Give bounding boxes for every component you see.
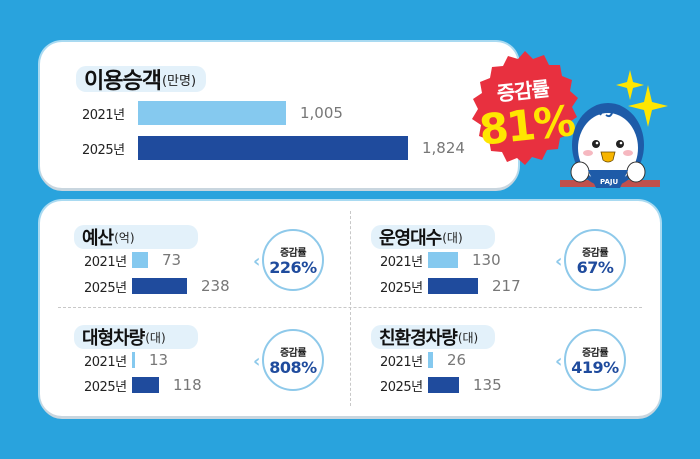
value-label: 26 bbox=[447, 351, 467, 369]
card-title: 친환경차량 (대) bbox=[371, 325, 495, 349]
mascot-illustration: PAJU bbox=[560, 70, 668, 188]
passengers-title: 이용승객 (만명) bbox=[76, 66, 206, 94]
year-label: 2021년 bbox=[380, 354, 423, 370]
rate-badge: 증감률 419% bbox=[564, 329, 626, 391]
row-2025: 2025년 135 bbox=[380, 376, 502, 395]
passengers-row-2025: 2025년 1,824 bbox=[82, 136, 465, 160]
metrics-panel: 예산 (억) 2021년 73 2025년 238 ‹ 증감률 226% 운영대… bbox=[40, 201, 660, 416]
rate-value: 226% bbox=[269, 257, 317, 277]
year-label: 2025년 bbox=[84, 280, 127, 296]
rate-badge: 증감률 226% bbox=[262, 229, 324, 291]
vertical-divider bbox=[350, 211, 351, 406]
bar-2025 bbox=[132, 377, 159, 393]
row-2025: 2025년 238 bbox=[84, 277, 230, 296]
rate-label: 증감률 bbox=[581, 247, 609, 259]
card-unit: (대) bbox=[145, 330, 166, 345]
year-label: 2025년 bbox=[380, 379, 423, 395]
rate-value: 67% bbox=[576, 257, 614, 277]
chevron-left-icon: ‹ bbox=[555, 351, 563, 372]
card-title-text: 대형차량 bbox=[82, 328, 145, 349]
bar-2021 bbox=[428, 352, 433, 368]
rate-badge: 증감률 808% bbox=[262, 329, 324, 391]
card-title-text: 친환경차량 bbox=[379, 328, 458, 349]
card-title: 예산 (억) bbox=[74, 225, 198, 249]
value-label: 130 bbox=[472, 251, 501, 269]
rate-value: 808% bbox=[269, 357, 317, 377]
bar-2021 bbox=[138, 101, 286, 125]
year-label: 2021년 bbox=[82, 107, 125, 123]
year-label: 2025년 bbox=[82, 142, 125, 158]
rate-label: 증감률 bbox=[279, 247, 307, 259]
row-2021: 2021년 13 bbox=[84, 351, 169, 370]
card-title: 운영대수 (대) bbox=[371, 225, 495, 249]
card-title-text: 예산 bbox=[82, 228, 114, 249]
chevron-left-icon: ‹ bbox=[253, 251, 261, 272]
rate-label: 증감률 bbox=[581, 347, 609, 359]
rate-value: 419% bbox=[571, 357, 619, 377]
passengers-panel: 이용승객 (만명) 2021년 1,005 2025년 1,824 bbox=[40, 42, 518, 188]
bar-2021 bbox=[132, 352, 135, 368]
year-label: 2021년 bbox=[84, 254, 127, 270]
value-label: 1,005 bbox=[300, 104, 343, 122]
chevron-left-icon: ‹ bbox=[253, 351, 261, 372]
card-title-text: 운영대수 bbox=[379, 228, 442, 249]
bar-2021 bbox=[132, 252, 148, 268]
card-title: 대형차량 (대) bbox=[74, 325, 198, 349]
row-2021: 2021년 73 bbox=[84, 251, 182, 270]
rate-badge: 증감률 67% bbox=[564, 229, 626, 291]
value-label: 135 bbox=[473, 376, 502, 394]
starburst-badge bbox=[472, 51, 578, 165]
passengers-title-text: 이용승객 bbox=[84, 69, 162, 94]
rate-label: 증감률 bbox=[279, 347, 307, 359]
passengers-row-2021: 2021년 1,005 bbox=[82, 101, 343, 125]
year-label: 2021년 bbox=[84, 354, 127, 370]
card-unit: (대) bbox=[457, 330, 479, 345]
card-unit: (대) bbox=[442, 230, 463, 245]
value-label: 73 bbox=[162, 251, 182, 269]
value-label: 1,824 bbox=[422, 139, 465, 157]
passengers-unit: (만명) bbox=[161, 73, 197, 89]
bar-2025 bbox=[132, 278, 187, 294]
bar-2025 bbox=[138, 136, 408, 160]
bar-2025 bbox=[428, 278, 478, 294]
value-label: 118 bbox=[173, 376, 202, 394]
sparkle-icon bbox=[628, 85, 668, 127]
row-2025: 2025년 118 bbox=[84, 376, 202, 395]
row-2021: 2021년 130 bbox=[380, 251, 501, 270]
year-label: 2025년 bbox=[84, 379, 127, 395]
chevron-left-icon: ‹ bbox=[555, 251, 563, 272]
card-unit: (억) bbox=[114, 230, 135, 245]
bar-2021 bbox=[428, 252, 458, 268]
year-label: 2025년 bbox=[380, 280, 423, 296]
row-2025: 2025년 217 bbox=[380, 277, 521, 296]
mascot-badge-text: PAJU bbox=[600, 178, 619, 186]
value-label: 13 bbox=[149, 351, 169, 369]
value-label: 217 bbox=[492, 277, 521, 295]
row-2021: 2021년 26 bbox=[380, 351, 467, 370]
value-label: 238 bbox=[201, 277, 230, 295]
sparkle-icon bbox=[616, 70, 644, 100]
year-label: 2021년 bbox=[380, 254, 423, 270]
bar-2025 bbox=[428, 377, 459, 393]
